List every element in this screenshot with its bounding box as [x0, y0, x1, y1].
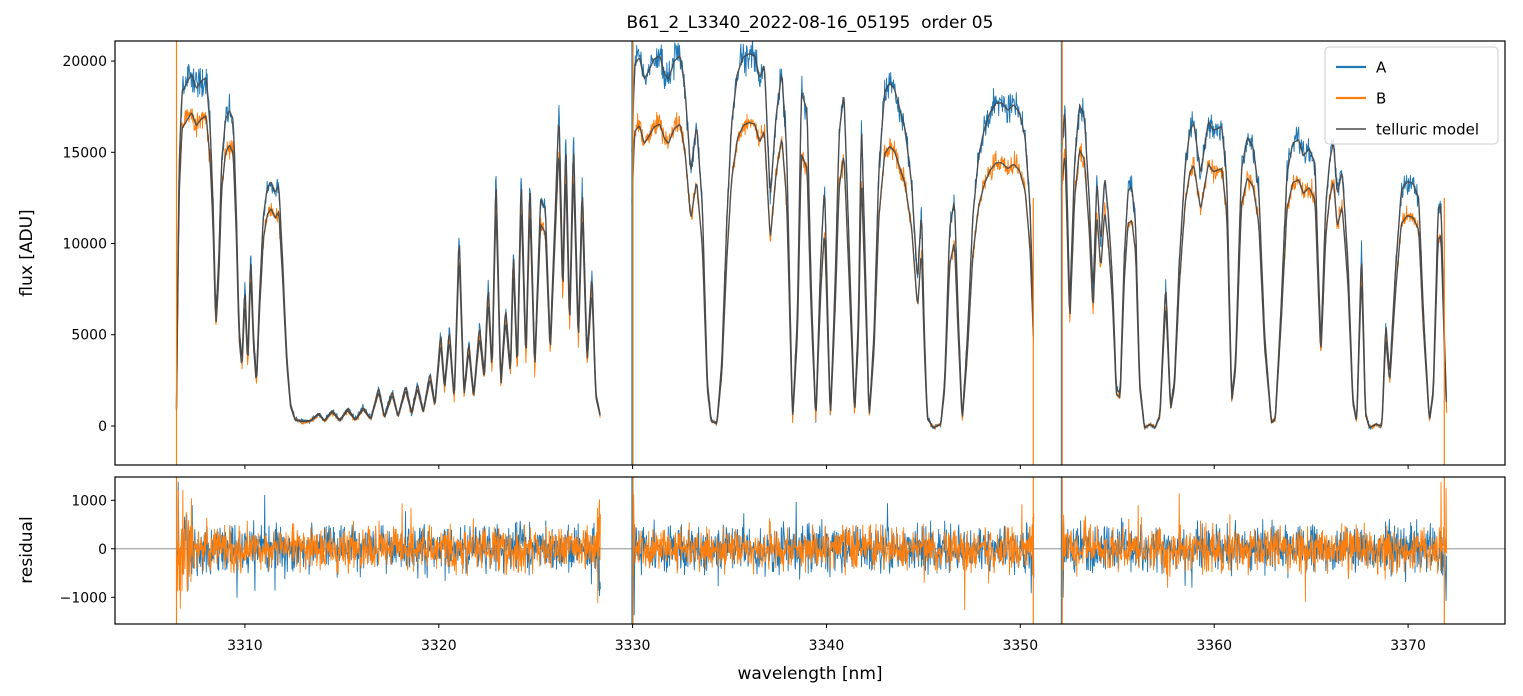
series-A-trace — [1060, 97, 1448, 431]
series-B-trace — [176, 108, 601, 426]
legend-label-telluric-model: telluric model — [1376, 121, 1479, 139]
axes-layer: 3310 3320 3330 3340 3350 3360 3370050001000015… — [60, 40, 1506, 654]
x-tick-label: 3370 — [1390, 638, 1426, 654]
residual-panel-border — [114, 476, 1506, 625]
residual-B-trace — [1060, 481, 1448, 602]
y-tick-label: 5000 — [71, 328, 107, 344]
legend-label-B: B — [1376, 90, 1386, 108]
x-axis-label: wavelength [nm] — [737, 664, 882, 684]
chart-title: B61_2_L3340_2022-08-16_05195 order 05 — [627, 13, 994, 33]
flux-axis-label: flux [ADU] — [17, 209, 37, 296]
y-tick-label: −1000 — [60, 590, 107, 606]
residual-panel-data — [115, 477, 1505, 624]
y-tick-label: 0 — [98, 542, 107, 558]
x-tick-label: 3320 — [421, 638, 457, 654]
y-tick-label: 20000 — [62, 54, 107, 70]
x-tick-label: 3350 — [1002, 638, 1038, 654]
residual-A-trace — [1060, 517, 1448, 601]
series-B-trace — [1060, 143, 1448, 431]
residual-axis-label: residual — [17, 516, 37, 583]
telluric-model-trace — [1060, 103, 1447, 429]
x-tick-label: 3330 — [615, 638, 651, 654]
telluric-model-trace — [1060, 148, 1447, 429]
y-tick-label: 10000 — [62, 237, 107, 253]
x-tick-label: 3310 — [227, 638, 263, 654]
flux-panel-data — [175, 41, 1448, 465]
y-tick-label: 1000 — [71, 493, 107, 509]
y-tick-label: 15000 — [62, 145, 107, 161]
legend-label-A: A — [1376, 59, 1387, 77]
telluric-model-trace — [175, 74, 601, 422]
series-A-trace — [176, 63, 601, 425]
y-tick-label: 0 — [98, 419, 107, 435]
flux-panel-border — [114, 40, 1506, 466]
x-tick-label: 3340 — [809, 638, 845, 654]
telluric-model-trace — [631, 121, 1034, 429]
telluric-model-trace — [175, 112, 601, 423]
legend-box — [1324, 46, 1499, 145]
residual-B-trace — [176, 489, 601, 609]
x-tick-label: 3360 — [1196, 638, 1232, 654]
residual-B-trace — [631, 494, 1035, 611]
